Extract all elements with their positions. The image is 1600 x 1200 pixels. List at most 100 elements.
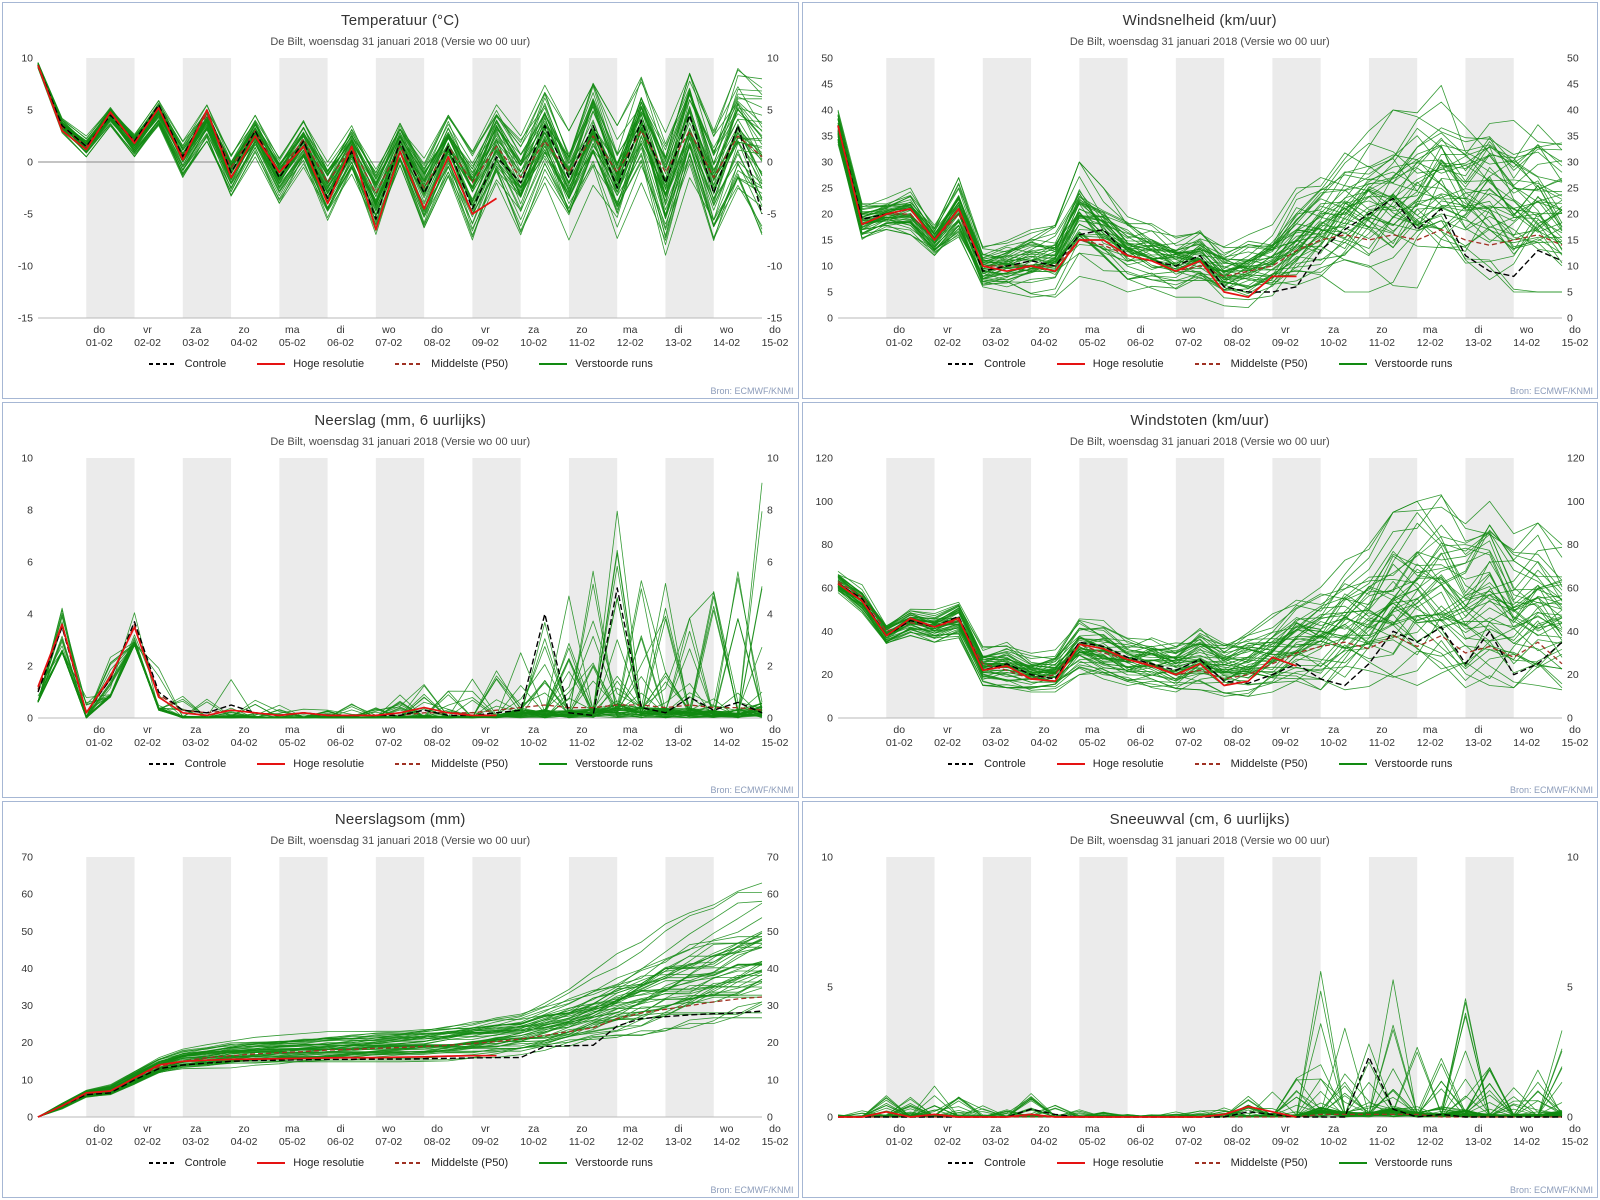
svg-text:04-02: 04-02 bbox=[1030, 337, 1057, 349]
svg-text:-5: -5 bbox=[24, 209, 33, 221]
source-credit: Bron: ECMWF/KNMI bbox=[710, 385, 794, 396]
controle-line-icon bbox=[148, 363, 177, 365]
svg-text:do: do bbox=[893, 324, 905, 336]
svg-text:do: do bbox=[94, 1123, 106, 1135]
svg-text:8: 8 bbox=[27, 504, 33, 516]
svg-text:01-02: 01-02 bbox=[886, 737, 913, 749]
legend-label: Middelste (P50) bbox=[431, 757, 509, 770]
svg-text:50: 50 bbox=[767, 926, 779, 938]
svg-text:70: 70 bbox=[22, 852, 34, 864]
svg-text:09-02: 09-02 bbox=[472, 337, 499, 349]
svg-text:zo: zo bbox=[1038, 724, 1049, 736]
svg-text:30: 30 bbox=[767, 1000, 779, 1012]
svg-text:04-02: 04-02 bbox=[1030, 1136, 1057, 1148]
svg-text:di: di bbox=[337, 324, 345, 336]
svg-text:0: 0 bbox=[827, 313, 833, 325]
svg-text:ma: ma bbox=[285, 324, 300, 336]
svg-text:06-02: 06-02 bbox=[1127, 737, 1154, 749]
svg-text:40: 40 bbox=[22, 963, 34, 975]
chart-panel-sneeuwval: Sneeuwval (cm, 6 uurlijks) De Bilt, woen… bbox=[801, 801, 1598, 1198]
svg-text:40: 40 bbox=[821, 625, 833, 637]
svg-text:05-02: 05-02 bbox=[1079, 737, 1106, 749]
svg-text:vr: vr bbox=[143, 324, 152, 336]
svg-text:-10: -10 bbox=[18, 261, 33, 273]
svg-text:40: 40 bbox=[767, 963, 779, 975]
svg-text:05-02: 05-02 bbox=[279, 337, 306, 349]
svg-text:zo: zo bbox=[239, 324, 250, 336]
svg-text:12-02: 12-02 bbox=[617, 337, 644, 349]
svg-text:wo: wo bbox=[1181, 324, 1196, 336]
chart-panel-windsnelheid: Windsnelheid (km/uur) De Bilt, woensdag … bbox=[801, 2, 1598, 399]
svg-text:08-02: 08-02 bbox=[424, 1136, 451, 1148]
legend: Controle Hoge resolutie Middelste (P50) … bbox=[3, 1157, 798, 1169]
svg-text:09-02: 09-02 bbox=[1272, 1136, 1299, 1148]
svg-text:wo: wo bbox=[1519, 324, 1534, 336]
svg-text:5: 5 bbox=[1567, 287, 1573, 299]
svg-text:wo: wo bbox=[719, 1123, 734, 1135]
svg-text:15-02: 15-02 bbox=[1561, 737, 1588, 749]
legend-label: Hoge resolutie bbox=[1092, 1157, 1164, 1170]
legend-item-controle: Controle bbox=[148, 1157, 227, 1170]
legend-label: Controle bbox=[984, 1157, 1026, 1170]
svg-text:07-02: 07-02 bbox=[376, 1136, 403, 1148]
svg-text:0: 0 bbox=[27, 712, 33, 724]
svg-text:ma: ma bbox=[285, 1123, 300, 1135]
svg-text:15: 15 bbox=[1567, 235, 1579, 247]
svg-text:5: 5 bbox=[827, 982, 833, 994]
legend-label: Verstoorde runs bbox=[1374, 1157, 1453, 1170]
svg-text:10: 10 bbox=[767, 53, 779, 65]
legend-item-verstoorde-runs: Verstoorde runs bbox=[538, 758, 653, 770]
verstoorde-runs-line-icon bbox=[539, 1162, 568, 1165]
svg-text:5: 5 bbox=[27, 105, 33, 117]
svg-text:03-02: 03-02 bbox=[183, 337, 210, 349]
svg-text:10: 10 bbox=[767, 1075, 779, 1087]
hoge-resolutie-line-icon bbox=[257, 363, 286, 365]
legend-item-middelste: Middelste (P50) bbox=[394, 358, 508, 370]
chart-panel-temperatuur: Temperatuur (°C) De Bilt, woensdag 31 ja… bbox=[2, 2, 799, 399]
svg-text:14-02: 14-02 bbox=[1513, 737, 1540, 749]
svg-text:di: di bbox=[1474, 724, 1482, 736]
legend-item-middelste: Middelste (P50) bbox=[1194, 758, 1308, 770]
legend-label: Verstoorde runs bbox=[575, 358, 653, 370]
svg-text:03-02: 03-02 bbox=[183, 1136, 210, 1148]
svg-text:10: 10 bbox=[821, 852, 833, 864]
svg-text:-15: -15 bbox=[767, 313, 782, 325]
svg-text:wo: wo bbox=[1519, 1123, 1534, 1135]
svg-text:40: 40 bbox=[821, 105, 833, 117]
svg-text:2: 2 bbox=[767, 660, 773, 672]
svg-text:20: 20 bbox=[22, 1038, 34, 1050]
svg-text:5: 5 bbox=[767, 105, 773, 117]
legend-label: Hoge resolutie bbox=[1092, 757, 1164, 770]
middelste-line-icon bbox=[1194, 1162, 1223, 1165]
svg-text:do: do bbox=[769, 1123, 781, 1135]
svg-text:02-02: 02-02 bbox=[934, 1136, 961, 1148]
legend-label: Verstoorde runs bbox=[1374, 757, 1453, 770]
verstoorde-runs-line-icon bbox=[539, 363, 568, 365]
svg-text:ma: ma bbox=[285, 724, 300, 736]
svg-text:35: 35 bbox=[1567, 131, 1579, 143]
svg-text:di: di bbox=[675, 324, 683, 336]
hoge-resolutie-line-icon bbox=[1056, 363, 1085, 365]
legend-item-verstoorde-runs: Verstoorde runs bbox=[538, 358, 653, 370]
legend-label: Controle bbox=[184, 1157, 227, 1170]
svg-text:10: 10 bbox=[821, 261, 833, 273]
chart-title: Windstoten (km/uur) bbox=[1130, 411, 1270, 429]
legend-label: Controle bbox=[984, 358, 1026, 370]
middelste-line-icon bbox=[395, 363, 424, 365]
hoge-resolutie-line-icon bbox=[1056, 1162, 1085, 1165]
svg-text:03-02: 03-02 bbox=[982, 1136, 1009, 1148]
svg-text:45: 45 bbox=[1567, 79, 1579, 91]
legend-item-hoge-resolutie: Hoge resolutie bbox=[256, 358, 364, 370]
svg-text:50: 50 bbox=[821, 53, 833, 65]
svg-text:vr: vr bbox=[1281, 724, 1290, 736]
svg-text:za: za bbox=[990, 1123, 1001, 1135]
svg-text:08-02: 08-02 bbox=[1223, 337, 1250, 349]
legend-label: Controle bbox=[184, 757, 227, 770]
svg-text:zo: zo bbox=[577, 724, 588, 736]
svg-text:wo: wo bbox=[719, 724, 734, 736]
svg-text:35: 35 bbox=[821, 131, 833, 143]
svg-text:do: do bbox=[1569, 1123, 1581, 1135]
svg-text:02-02: 02-02 bbox=[134, 1136, 161, 1148]
svg-text:15-02: 15-02 bbox=[762, 337, 789, 349]
svg-text:za: za bbox=[191, 724, 202, 736]
